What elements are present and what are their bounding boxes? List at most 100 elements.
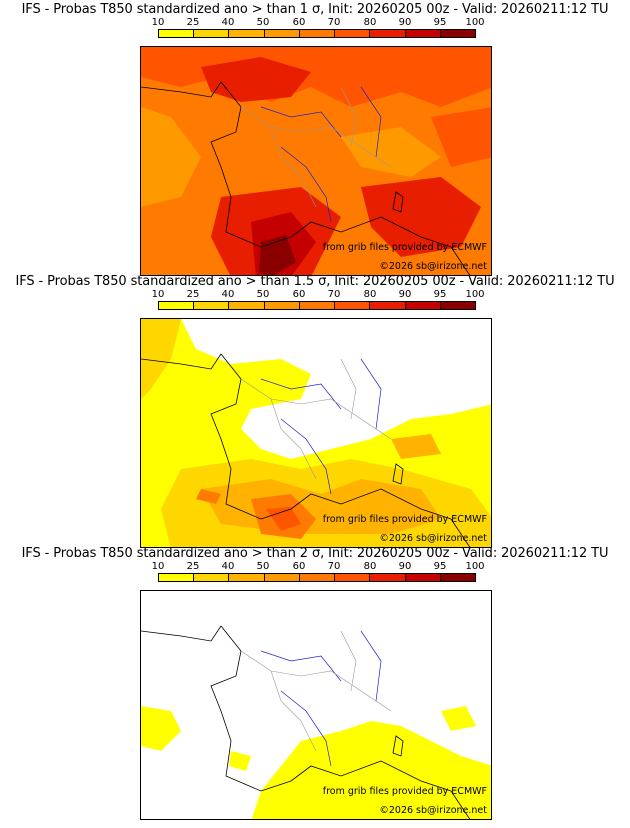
colorbar-segment (405, 574, 441, 581)
probability-field-70 (266, 507, 301, 531)
colorbar-segment (299, 30, 336, 37)
colorbar-tick: 95 (433, 17, 447, 28)
probability-field-80 (361, 177, 481, 257)
island-path (392, 735, 404, 757)
coastline-path (141, 81, 222, 98)
probability-map: from grib files provided by ECMWF ©2026 … (140, 590, 492, 820)
colorbar-tick: 90 (398, 561, 412, 572)
colorbar-tick: 10 (151, 289, 165, 300)
coastline-path (141, 353, 222, 370)
colorbar-tick: 100 (465, 289, 485, 300)
probability-field-70 (431, 107, 491, 167)
rivers (260, 86, 382, 223)
borders (240, 630, 392, 752)
colorbar-segment (264, 574, 300, 581)
probability-panel-1sigma: IFS - Probas T850 standardized ano > tha… (0, 0, 630, 276)
colorbar-tick: 25 (186, 561, 200, 572)
source-credit: from grib files provided by ECMWF (322, 514, 487, 525)
map-graphic (141, 591, 491, 819)
colorbar-segment (229, 30, 265, 37)
river-path (280, 690, 332, 767)
probability-colorbar (158, 301, 476, 310)
source-credit: from grib files provided by ECMWF (322, 242, 487, 253)
probability-field-25 (141, 319, 181, 399)
probability-field-40 (391, 434, 441, 459)
border-path (240, 378, 392, 440)
colorbar-tick-labels: 10 25 40 50 60 70 80 90 95 100 (140, 561, 492, 573)
rivers (260, 630, 382, 767)
colorbar-tick: 95 (433, 289, 447, 300)
border-path (270, 670, 317, 752)
colorbar-segment (159, 574, 195, 581)
coastlines (141, 625, 471, 819)
colorbar-tick-labels: 10 25 40 50 60 70 80 90 95 100 (140, 17, 492, 29)
probability-field-10 (441, 706, 476, 731)
probability-colorbar (158, 573, 476, 582)
coastline-path (210, 81, 471, 275)
colorbar-segment (335, 302, 371, 309)
copyright-credit: ©2026 sb@irizone.net (379, 805, 487, 816)
borders (240, 358, 392, 480)
island-path (392, 463, 404, 485)
border-path (340, 86, 357, 148)
map-graphic (141, 319, 491, 547)
colorbar-segment (299, 302, 336, 309)
colorbar-tick: 90 (398, 289, 412, 300)
colorbar-tick: 40 (221, 17, 235, 28)
island-path (392, 191, 404, 213)
colorbar-tick: 80 (363, 561, 377, 572)
colorbar-segment (229, 302, 265, 309)
colorbar-tick: 60 (292, 561, 306, 572)
border-path (340, 630, 357, 692)
colorbar-tick: 80 (363, 17, 377, 28)
colorbar-segment (440, 30, 475, 37)
colorbar-tick: 10 (151, 17, 165, 28)
colorbar-tick-labels: 10 25 40 50 60 70 80 90 95 100 (140, 289, 492, 301)
probability-field-10 (251, 721, 491, 819)
colorbar-segment (440, 302, 475, 309)
colorbar-tick: 50 (256, 561, 270, 572)
border-path (270, 398, 317, 480)
panel-title: IFS - Probas T850 standardized ano > tha… (15, 274, 615, 289)
colorbar-tick: 95 (433, 561, 447, 572)
river-path (360, 86, 382, 158)
colorbar-segment (194, 30, 230, 37)
colorbar-segment (370, 302, 406, 309)
river-path (260, 650, 342, 682)
map-graphic (141, 47, 491, 275)
probability-field-50 (341, 127, 441, 177)
copyright-credit: ©2026 sb@irizone.net (379, 261, 487, 272)
colorbar-segment (405, 302, 441, 309)
colorbar-segment (405, 30, 441, 37)
colorbar-tick: 40 (221, 561, 235, 572)
colorbar-tick: 25 (186, 17, 200, 28)
colorbar-segment (264, 30, 300, 37)
river-path (260, 106, 342, 138)
colorbar-tick: 100 (465, 17, 485, 28)
colorbar-tick: 40 (221, 289, 235, 300)
probability-panel-1.5sigma: IFS - Probas T850 standardized ano > tha… (0, 272, 630, 548)
colorbar-tick: 60 (292, 17, 306, 28)
colorbar-segment (159, 302, 195, 309)
probability-map: from grib files provided by ECMWF ©2026 … (140, 318, 492, 548)
probability-field-50 (141, 107, 201, 207)
river-path (360, 630, 382, 702)
river-path (280, 146, 332, 223)
river-path (280, 418, 332, 495)
coastlines (141, 81, 471, 275)
colorbar-segment (335, 574, 371, 581)
river-path (360, 358, 382, 430)
probability-panel-2sigma: IFS - Probas T850 standardized ano > tha… (0, 544, 630, 820)
colorbar-tick: 90 (398, 17, 412, 28)
colorbar-tick: 10 (151, 561, 165, 572)
colorbar-tick: 100 (465, 561, 485, 572)
colorbar-tick: 50 (256, 289, 270, 300)
river-path (260, 378, 342, 410)
colorbar-segment (264, 302, 300, 309)
colorbar-tick: 70 (327, 561, 341, 572)
border-path (340, 358, 357, 420)
probability-field-10 (141, 706, 181, 751)
colorbar-segment (370, 574, 406, 581)
probability-field-70 (141, 47, 491, 107)
rivers (260, 358, 382, 495)
